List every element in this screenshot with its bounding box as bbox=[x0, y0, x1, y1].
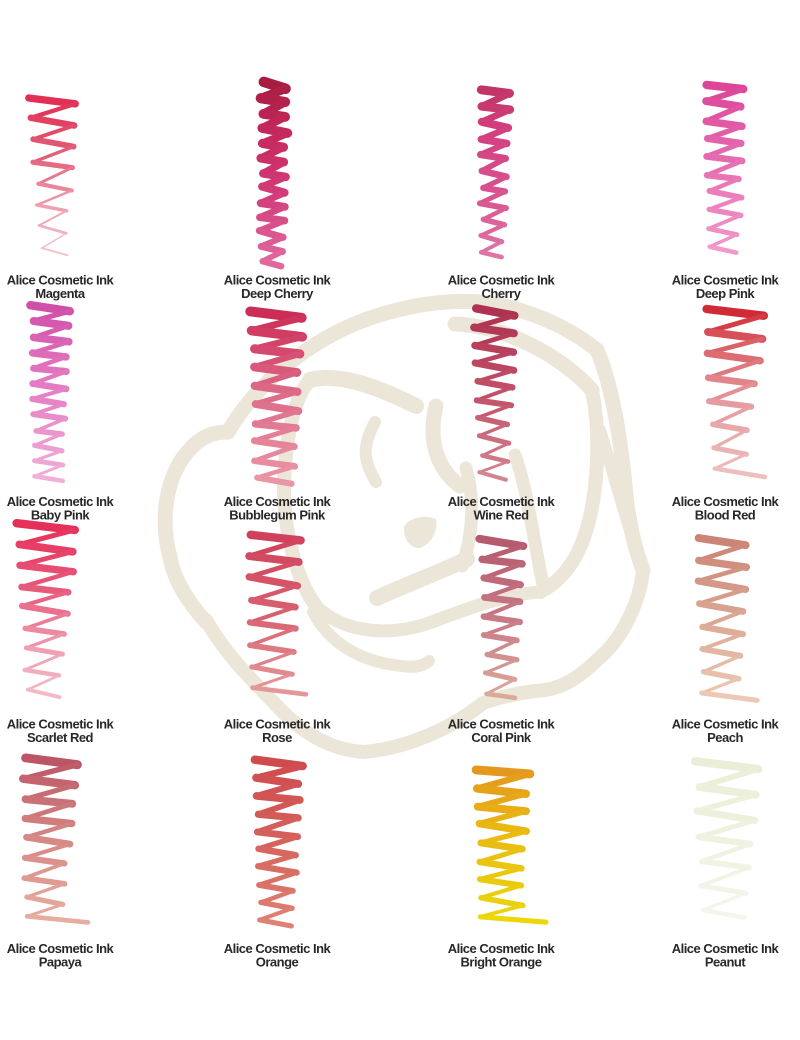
svg-text:Alice Cosmetic Ink: Alice Cosmetic Ink bbox=[7, 941, 115, 956]
svg-text:Peach: Peach bbox=[707, 730, 743, 745]
svg-text:Alice Cosmetic Ink: Alice Cosmetic Ink bbox=[448, 494, 556, 509]
svg-text:Bubblegum Pink: Bubblegum Pink bbox=[229, 508, 326, 523]
svg-text:Alice Cosmetic Ink: Alice Cosmetic Ink bbox=[672, 273, 780, 288]
svg-text:Alice Cosmetic Ink: Alice Cosmetic Ink bbox=[224, 494, 332, 509]
svg-text:Rose: Rose bbox=[262, 730, 292, 745]
svg-text:Blood Red: Blood Red bbox=[695, 508, 756, 523]
svg-text:Alice Cosmetic Ink: Alice Cosmetic Ink bbox=[672, 717, 780, 732]
svg-text:Bright Orange: Bright Orange bbox=[461, 955, 542, 970]
svg-text:Alice Cosmetic Ink: Alice Cosmetic Ink bbox=[448, 273, 556, 288]
svg-text:Cherry: Cherry bbox=[482, 286, 522, 301]
svg-text:Magenta: Magenta bbox=[35, 286, 86, 301]
svg-text:Coral Pink: Coral Pink bbox=[471, 730, 532, 745]
svg-text:Wine Red: Wine Red bbox=[473, 508, 529, 523]
svg-text:Baby Pink: Baby Pink bbox=[31, 508, 91, 523]
svg-text:Deep Cherry: Deep Cherry bbox=[241, 286, 314, 301]
svg-text:Alice Cosmetic Ink: Alice Cosmetic Ink bbox=[224, 717, 332, 732]
svg-text:Alice Cosmetic Ink: Alice Cosmetic Ink bbox=[448, 717, 556, 732]
svg-text:Alice Cosmetic Ink: Alice Cosmetic Ink bbox=[7, 717, 115, 732]
svg-text:Alice Cosmetic Ink: Alice Cosmetic Ink bbox=[7, 273, 115, 288]
svg-text:Orange: Orange bbox=[256, 955, 299, 970]
svg-text:Scarlet Red: Scarlet Red bbox=[27, 730, 94, 745]
svg-text:Deep Pink: Deep Pink bbox=[696, 286, 756, 301]
svg-text:Alice Cosmetic Ink: Alice Cosmetic Ink bbox=[7, 494, 115, 509]
svg-text:Alice Cosmetic Ink: Alice Cosmetic Ink bbox=[224, 273, 332, 288]
svg-text:Alice Cosmetic Ink: Alice Cosmetic Ink bbox=[448, 941, 556, 956]
svg-text:Alice Cosmetic Ink: Alice Cosmetic Ink bbox=[672, 494, 780, 509]
svg-text:Alice Cosmetic Ink: Alice Cosmetic Ink bbox=[672, 941, 780, 956]
svg-text:Peanut: Peanut bbox=[705, 955, 747, 970]
svg-text:Alice Cosmetic Ink: Alice Cosmetic Ink bbox=[224, 941, 332, 956]
svg-text:Papaya: Papaya bbox=[39, 955, 83, 970]
